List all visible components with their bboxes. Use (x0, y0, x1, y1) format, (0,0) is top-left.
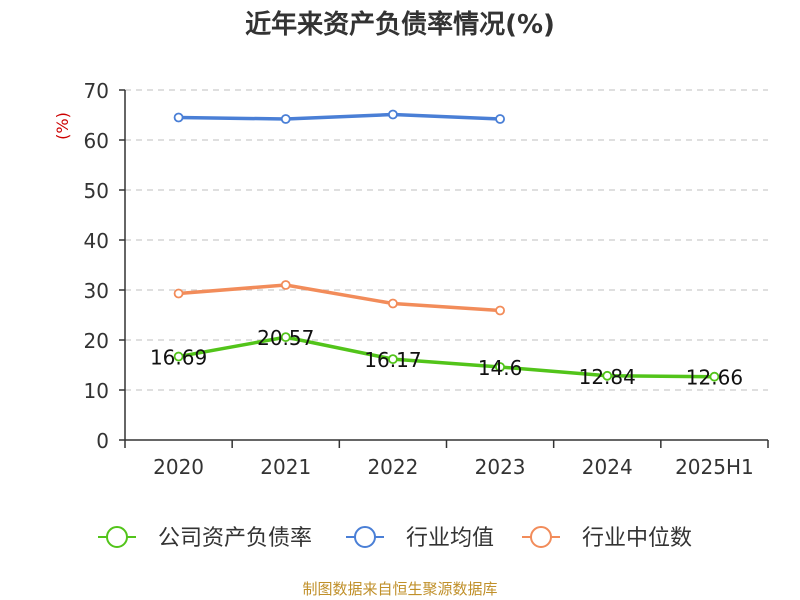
y-tick-label: 50 (84, 179, 109, 203)
data-point-2 (280, 280, 291, 290)
data-point-1 (388, 109, 398, 120)
y-tick-label: 0 (96, 429, 109, 453)
data-label: 16.17 (364, 348, 421, 372)
data-point-0 (602, 370, 613, 381)
data-point-2 (388, 298, 398, 309)
y-tick-label: 10 (84, 379, 109, 403)
series-line-2 (178, 283, 501, 313)
y-axis-label: (%) (53, 112, 72, 140)
data-label: 12.84 (579, 365, 636, 389)
data-label: 14.6 (478, 356, 523, 380)
x-tick-label: 2025H1 (675, 455, 754, 479)
legend-marker-icon (530, 526, 552, 548)
legend-label: 行业中位数 (582, 526, 692, 551)
data-point-2 (173, 288, 184, 299)
data-point-2 (495, 305, 505, 316)
x-tick-label: 2020 (153, 455, 204, 479)
y-tick-label: 40 (84, 229, 109, 253)
grid-lines (125, 89, 768, 391)
x-tick-label: 2021 (260, 455, 311, 479)
legend-marker-icon (354, 526, 376, 548)
legend-label: 公司资产负债率 (158, 526, 312, 551)
data-point-1 (495, 114, 505, 124)
legend-item-0[interactable]: 公司资产负债率 (98, 526, 312, 551)
data-labels: 16.69 20.57 16.17 14.6 12.84 12.66 (150, 326, 743, 390)
chart-title: 近年来资产负债率情况(%) (245, 10, 555, 40)
series-lines (173, 109, 720, 382)
x-tick-label: 2022 (367, 455, 418, 479)
data-label: 12.66 (686, 366, 743, 390)
data-point-0 (709, 371, 720, 382)
legend-label: 行业均值 (406, 526, 494, 551)
data-point-0 (280, 332, 291, 343)
x-tick-label: 2024 (582, 455, 633, 479)
y-tick-label: 20 (84, 329, 109, 353)
legend-item-1[interactable]: 行业均值 (346, 526, 494, 551)
data-point-0 (495, 362, 505, 372)
legend-marker-icon (106, 526, 128, 548)
y-tick-label: 30 (84, 279, 109, 303)
legend[interactable]: 公司资产负债率 行业均值 行业中位数 (98, 526, 692, 551)
data-label: 16.69 (150, 346, 207, 370)
x-tick-label: 2023 (475, 455, 526, 479)
y-tick-label: 70 (84, 79, 109, 103)
series-line-0 (178, 335, 715, 379)
source-note: 制图数据来自恒生聚源数据库 (302, 580, 498, 598)
series-line-1 (178, 112, 501, 121)
data-point-1 (280, 114, 291, 124)
y-tick-label: 60 (84, 129, 109, 153)
data-point-1 (173, 112, 184, 123)
data-label: 20.57 (257, 326, 314, 350)
legend-item-2[interactable]: 行业中位数 (522, 526, 692, 551)
axes: 0 10 20 30 40 50 60 70 2020 2021 2022 2023 2024 2025H… (53, 79, 769, 479)
data-point-0 (173, 351, 184, 362)
data-point-0 (388, 354, 398, 365)
